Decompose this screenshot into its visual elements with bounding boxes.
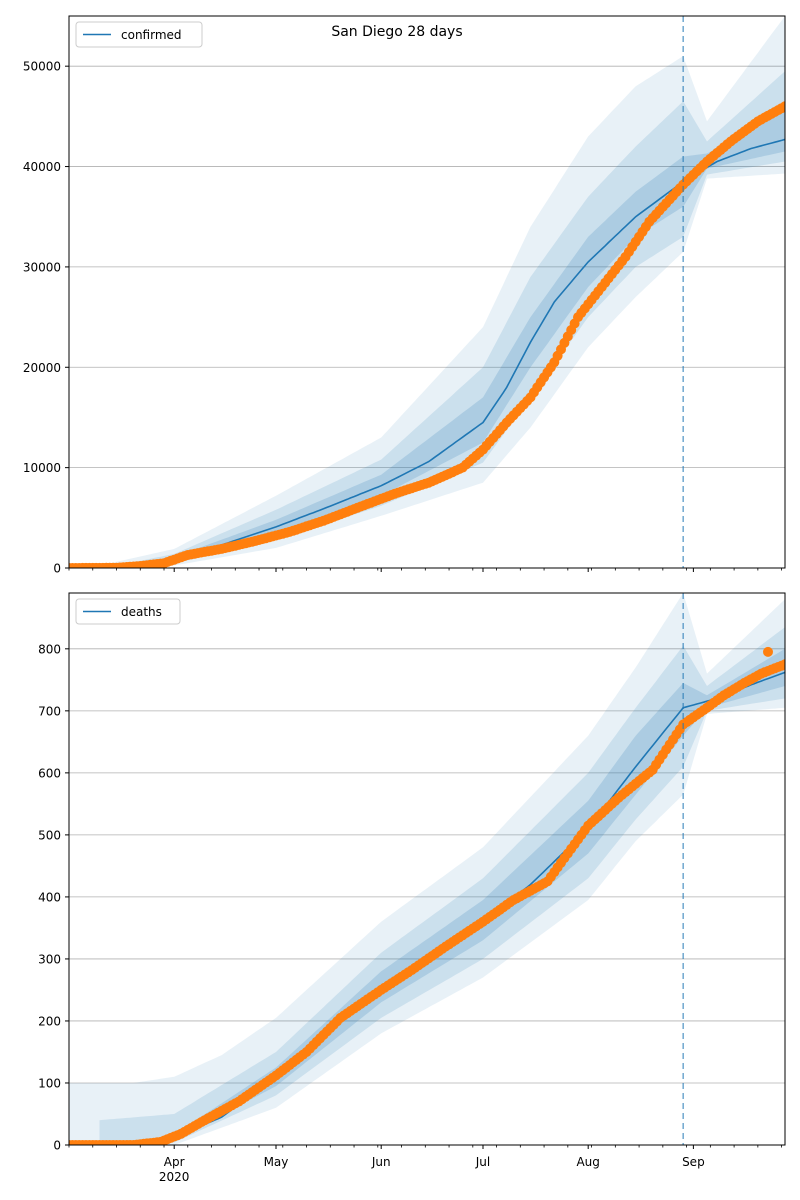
confidence-band-outer (99, 16, 785, 568)
confidence-band-inner (133, 111, 785, 568)
legend-box (75, 21, 203, 48)
confidence-band-outer (69, 593, 785, 1145)
y-tick-label: 700 (38, 704, 61, 718)
legend-label: confirmed (121, 28, 182, 42)
x-year-label: 2020 (159, 1170, 190, 1184)
confidence-band-inner (133, 648, 785, 1145)
x-tick-label: Aug (576, 1155, 599, 1169)
deaths-panel: 0 100 200 300 400 500 600 700 800 Apr May Jun Jul Aug… (38, 592, 786, 1184)
confirmed-panel: 0 10000 20000 30000 40000 50000 confirmed (23, 15, 786, 576)
y-tick-label: 40000 (23, 160, 61, 174)
y-tick-label: 200 (38, 1014, 61, 1028)
y-tick-label: 0 (53, 1139, 61, 1153)
x-tick-label: Jun (371, 1155, 391, 1169)
plot-area (69, 593, 785, 1145)
legend: deaths (75, 598, 181, 625)
axes-frame (68, 15, 786, 569)
y-tick-label: 50000 (23, 60, 61, 74)
y-tick-label: 400 (38, 890, 61, 904)
figure-title: San Diego 28 days (331, 24, 462, 40)
y-tick-label: 30000 (23, 260, 61, 274)
observed-point (780, 659, 785, 670)
observed-point (763, 646, 773, 657)
y-tick-label: 500 (38, 828, 61, 842)
y-tick-label: 20000 (23, 361, 61, 375)
y-tick-label: 0 (53, 562, 61, 576)
x-tick-label: May (264, 1155, 289, 1169)
axes-frame (68, 592, 786, 1146)
legend-box (75, 598, 181, 625)
y-tick-label: 300 (38, 952, 61, 966)
y-tick-label: 800 (38, 642, 61, 656)
y-tick-label: 100 (38, 1076, 61, 1090)
x-tick-label: Jul (475, 1155, 490, 1169)
x-tick-label: Apr (164, 1155, 185, 1169)
legend: confirmed (75, 21, 203, 48)
confidence-band-middle (116, 71, 785, 568)
y-tick-label: 600 (38, 766, 61, 780)
x-tick-label: Sep (682, 1155, 705, 1169)
observed-point (780, 101, 785, 112)
plot-area (69, 16, 785, 568)
y-tick-label: 10000 (23, 461, 61, 475)
legend-label: deaths (121, 605, 162, 619)
confidence-band-middle (99, 627, 785, 1145)
